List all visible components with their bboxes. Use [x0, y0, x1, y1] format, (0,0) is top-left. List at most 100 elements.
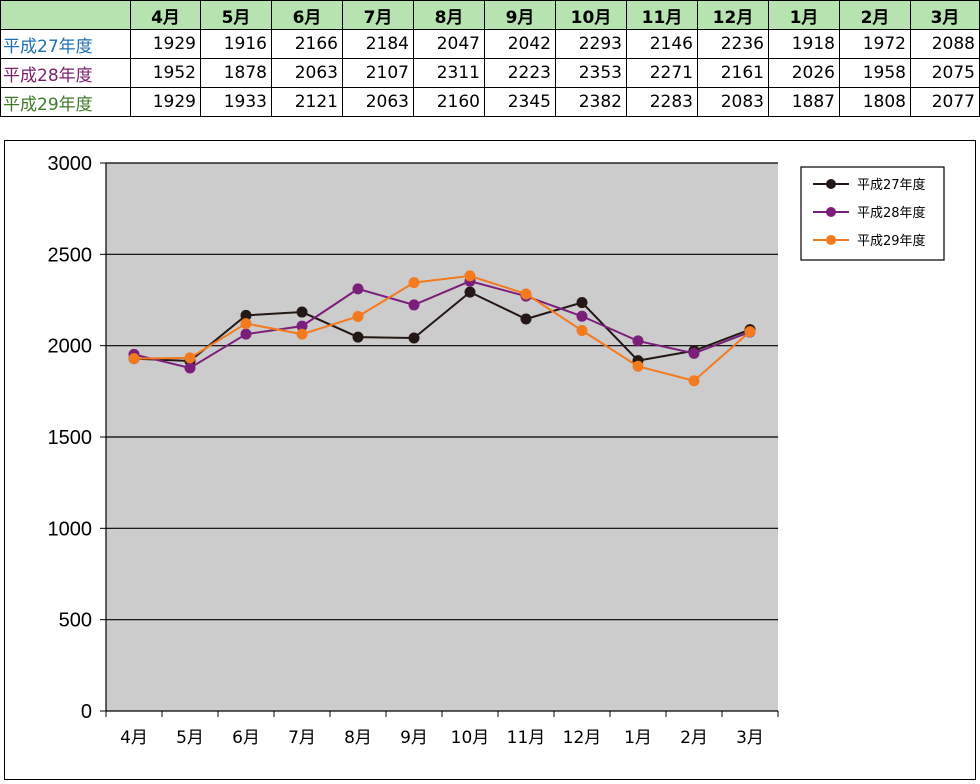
data-point	[688, 375, 700, 387]
table-cell: 2075	[910, 58, 980, 88]
table-cell: 2146	[626, 29, 698, 59]
data-point	[576, 310, 588, 322]
table-cell: 1952	[130, 58, 201, 88]
table-cell: 2088	[910, 29, 980, 59]
table-month-header: 12月	[697, 0, 769, 30]
table-month-header: 3月	[910, 0, 980, 30]
y-tick-label: 500	[59, 610, 92, 632]
table-cell: 1929	[130, 87, 201, 117]
table-cell: 2236	[697, 29, 769, 59]
legend-marker	[826, 235, 836, 245]
data-point	[352, 310, 364, 322]
data-point	[632, 335, 644, 347]
data-point	[240, 309, 252, 321]
table-cell: 1808	[839, 87, 911, 117]
table-cell: 2223	[484, 58, 556, 88]
table-cell: 2047	[413, 29, 485, 59]
data-point	[576, 297, 588, 309]
y-tick-label: 2000	[48, 336, 93, 358]
y-tick-label: 1500	[48, 427, 93, 449]
table-cell: 2042	[484, 29, 556, 59]
data-point	[184, 352, 196, 364]
table-cell: 2077	[910, 87, 980, 117]
data-point	[520, 288, 532, 300]
table-cell: 2107	[342, 58, 414, 88]
y-tick-label: 2500	[48, 244, 93, 266]
series-line	[133, 274, 751, 382]
table-cell: 2184	[342, 29, 414, 59]
data-table: 4月 5月 6月 7月 8月 9月 10月 11月 12月 1月 2月 3月 平成27年度 1929 191…	[0, 0, 980, 117]
table-cell: 2063	[342, 87, 414, 117]
data-point	[464, 270, 476, 282]
data-point	[408, 299, 420, 311]
table-cell: 1887	[768, 87, 840, 117]
table-row-label: 平成29年度	[0, 87, 131, 117]
series-line	[133, 290, 751, 363]
table-cell: 1929	[130, 29, 201, 59]
table-cell: 1878	[200, 58, 272, 88]
y-tick-label: 1000	[48, 518, 93, 540]
data-point	[464, 286, 476, 298]
table-month-header: 10月	[555, 0, 627, 30]
data-point	[240, 328, 252, 340]
data-point	[128, 353, 140, 365]
data-point	[408, 277, 420, 289]
table-month-header: 5月	[200, 0, 272, 30]
table-cell: 2283	[626, 87, 698, 117]
table-row: 平成28年度 1952 1878 2063 2107 2311 2223 2353 2271 21…	[0, 58, 980, 88]
table-month-header: 2月	[839, 0, 911, 30]
x-tick-label: 4月	[120, 728, 148, 748]
y-tick-label: 3000	[48, 153, 93, 175]
table-month-header: 11月	[626, 0, 698, 30]
chart-frame	[4, 140, 976, 780]
data-point	[632, 360, 644, 372]
legend-marker	[826, 207, 836, 217]
x-tick-label: 1月	[624, 728, 652, 748]
x-tick-label: 10月	[451, 728, 490, 748]
x-tick-label: 6月	[232, 728, 260, 748]
x-tick-label: 9月	[400, 728, 428, 748]
data-point	[576, 325, 588, 337]
table-cell: 2353	[555, 58, 627, 88]
table-cell: 2160	[413, 87, 485, 117]
table-row-label: 平成27年度	[0, 29, 131, 59]
table-cell: 2345	[484, 87, 556, 117]
table-row: 平成27年度 1929 1916 2166 2184 2047 2042 2293 2146 22…	[0, 29, 980, 59]
x-tick-label: 7月	[288, 728, 316, 748]
table-cell: 2293	[555, 29, 627, 59]
table-cell: 1918	[768, 29, 840, 59]
table-corner-cell	[0, 0, 131, 30]
series-line	[133, 280, 751, 370]
table-cell: 2083	[697, 87, 769, 117]
table-cell: 1933	[200, 87, 272, 117]
data-point	[240, 318, 252, 330]
data-point	[184, 362, 196, 374]
table-cell: 2063	[271, 58, 343, 88]
data-point	[296, 320, 308, 332]
x-tick-label: 12月	[563, 728, 602, 748]
legend-box	[800, 166, 945, 261]
table-month-header: 9月	[484, 0, 556, 30]
data-point	[408, 332, 420, 344]
data-point	[352, 331, 364, 343]
table-cell: 2382	[555, 87, 627, 117]
data-point	[520, 313, 532, 325]
data-point	[296, 328, 308, 340]
table-header-row: 4月 5月 6月 7月 8月 9月 10月 11月 12月 1月 2月 3月	[0, 0, 980, 30]
legend-marker	[826, 179, 836, 189]
data-point	[744, 326, 756, 338]
table-cell: 2311	[413, 58, 485, 88]
x-tick-label: 8月	[344, 728, 372, 748]
legend-label: 平成27年度	[857, 177, 926, 193]
x-tick-label: 2月	[680, 728, 708, 748]
data-point	[296, 306, 308, 318]
data-point	[352, 283, 364, 295]
x-tick-label: 5月	[176, 728, 204, 748]
y-tick-label: 0	[81, 701, 92, 723]
x-tick-label: 11月	[507, 728, 546, 748]
table-month-header: 1月	[768, 0, 840, 30]
table-row-label: 平成28年度	[0, 58, 131, 88]
table-row: 平成29年度 1929 1933 2121 2063 2160 2345 2382 2283 20…	[0, 87, 980, 117]
legend-label: 平成28年度	[857, 205, 926, 221]
